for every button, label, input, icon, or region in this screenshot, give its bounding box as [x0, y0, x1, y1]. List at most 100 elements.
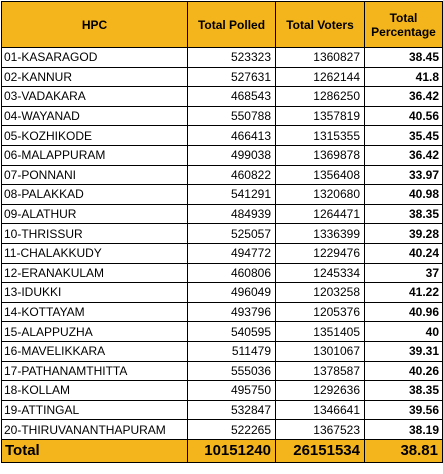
- cell-total-percentage: 40.24: [364, 242, 443, 264]
- cell-hpc: 06-MALAPPURAM: [1, 144, 188, 166]
- total-row: Total 10151240 26151534 38.81: [1, 438, 443, 463]
- cell-hpc: 15-ALAPPUZHA: [1, 321, 188, 342]
- cell-total-polled: 541291: [187, 184, 276, 205]
- cell-total-voters: 1292636: [275, 380, 365, 401]
- cell-total-voters: 1320680: [275, 184, 365, 205]
- cell-total-percentage: 35.45: [364, 125, 443, 146]
- cell-total-polled: 460822: [187, 164, 276, 186]
- cell-total-polled: 460806: [187, 262, 276, 284]
- table-row: 02-KANNUR 527631 1262144 41.8: [1, 66, 443, 88]
- cell-hpc: 14-KOTTAYAM: [1, 301, 188, 323]
- table-row: 08-PALAKKAD 541291 1320680 40.98: [1, 184, 443, 205]
- cell-total-percentage: 40: [364, 321, 443, 342]
- cell-hpc: 01-KASARAGOD: [1, 47, 188, 68]
- header-total-voters: Total Voters: [275, 1, 365, 48]
- cell-total-percentage: 40.56: [364, 105, 443, 127]
- cell-total-voters: 1357819: [275, 105, 365, 127]
- table-row: 11-CHALAKKUDY 494772 1229476 40.24: [1, 242, 443, 264]
- table-row: 05-KOZHIKODE 466413 1315355 35.45: [1, 125, 443, 146]
- table-row: 13-IDUKKI 496049 1203258 41.22: [1, 282, 443, 303]
- total-label: Total: [1, 438, 188, 463]
- cell-total-voters: 1264471: [275, 203, 365, 225]
- cell-total-voters: 1301067: [275, 340, 365, 362]
- table-row: 10-THRISSUR 525057 1336399 39.28: [1, 223, 443, 244]
- cell-total-polled: 496049: [187, 282, 276, 303]
- header-total-percentage: Total Percentage: [364, 1, 443, 48]
- table-body: 01-KASARAGOD 523323 1360827 38.45 02-KANNUR 5…: [1, 47, 443, 440]
- cell-total-voters: 1336399: [275, 223, 365, 244]
- cell-total-voters: 1346641: [275, 399, 365, 421]
- cell-hpc: 20-THIRUVANANTHAPURAM: [1, 419, 188, 440]
- total-polled: 10151240: [187, 438, 276, 463]
- cell-total-polled: 522265: [187, 419, 276, 440]
- cell-total-voters: 1367523: [275, 419, 365, 440]
- cell-total-voters: 1205376: [275, 301, 365, 323]
- total-percentage: 38.81: [364, 438, 443, 463]
- cell-hpc: 11-CHALAKKUDY: [1, 242, 188, 264]
- cell-total-percentage: 41.22: [364, 282, 443, 303]
- cell-total-polled: 468543: [187, 86, 276, 107]
- cell-total-percentage: 39.28: [364, 223, 443, 244]
- cell-hpc: 18-KOLLAM: [1, 380, 188, 401]
- cell-total-percentage: 38.45: [364, 47, 443, 68]
- cell-hpc: 19-ATTINGAL: [1, 399, 188, 421]
- cell-total-polled: 484939: [187, 203, 276, 225]
- cell-total-polled: 494772: [187, 242, 276, 264]
- cell-total-percentage: 39.31: [364, 340, 443, 362]
- cell-total-percentage: 33.97: [364, 164, 443, 186]
- cell-total-percentage: 40.26: [364, 360, 443, 382]
- cell-total-polled: 555036: [187, 360, 276, 382]
- cell-hpc: 08-PALAKKAD: [1, 184, 188, 205]
- cell-hpc: 07-PONNANI: [1, 164, 188, 186]
- header-hpc: HPC: [1, 1, 188, 48]
- cell-total-percentage: 38.35: [364, 380, 443, 401]
- cell-total-voters: 1262144: [275, 66, 365, 88]
- cell-total-percentage: 38.19: [364, 419, 443, 440]
- table-row: 03-VADAKARA 468543 1286250 36.42: [1, 86, 443, 107]
- cell-total-voters: 1356408: [275, 164, 365, 186]
- cell-total-polled: 525057: [187, 223, 276, 244]
- cell-total-percentage: 39.56: [364, 399, 443, 421]
- cell-total-voters: 1203258: [275, 282, 365, 303]
- cell-total-percentage: 40.98: [364, 184, 443, 205]
- cell-total-polled: 540595: [187, 321, 276, 342]
- table-row: 12-ERANAKULAM 460806 1245334 37: [1, 262, 443, 284]
- cell-total-polled: 532847: [187, 399, 276, 421]
- cell-total-voters: 1229476: [275, 242, 365, 264]
- cell-total-voters: 1369878: [275, 144, 365, 166]
- cell-hpc: 12-ERANAKULAM: [1, 262, 188, 284]
- cell-total-polled: 466413: [187, 125, 276, 146]
- table-row: 01-KASARAGOD 523323 1360827 38.45: [1, 47, 443, 68]
- cell-total-voters: 1360827: [275, 47, 365, 68]
- turnout-table: HPC Total Polled Total Voters Total Perc…: [1, 1, 443, 463]
- total-voters: 26151534: [275, 438, 365, 463]
- table-row: 18-KOLLAM 495750 1292636 38.35: [1, 380, 443, 401]
- cell-total-voters: 1286250: [275, 86, 365, 107]
- cell-total-voters: 1351405: [275, 321, 365, 342]
- table-row: 09-ALATHUR 484939 1264471 38.35: [1, 203, 443, 225]
- cell-total-polled: 511479: [187, 340, 276, 362]
- table-row: 04-WAYANAD 550788 1357819 40.56: [1, 105, 443, 127]
- table-row: 17-PATHANAMTHITTA 555036 1378587 40.26: [1, 360, 443, 382]
- table-row: 16-MAVELIKKARA 511479 1301067 39.31: [1, 340, 443, 362]
- header-row: HPC Total Polled Total Voters Total Perc…: [1, 1, 443, 48]
- cell-total-percentage: 36.42: [364, 144, 443, 166]
- cell-total-voters: 1315355: [275, 125, 365, 146]
- table-row: 15-ALAPPUZHA 540595 1351405 40: [1, 321, 443, 342]
- cell-hpc: 17-PATHANAMTHITTA: [1, 360, 188, 382]
- table-row: 14-KOTTAYAM 493796 1205376 40.96: [1, 301, 443, 323]
- cell-hpc: 09-ALATHUR: [1, 203, 188, 225]
- header-total-polled: Total Polled: [187, 1, 276, 48]
- cell-hpc: 05-KOZHIKODE: [1, 125, 188, 146]
- cell-total-polled: 523323: [187, 47, 276, 68]
- cell-total-percentage: 38.35: [364, 203, 443, 225]
- cell-hpc: 13-IDUKKI: [1, 282, 188, 303]
- cell-total-polled: 527631: [187, 66, 276, 88]
- cell-total-percentage: 36.42: [364, 86, 443, 107]
- cell-total-voters: 1378587: [275, 360, 365, 382]
- cell-hpc: 02-KANNUR: [1, 66, 188, 88]
- table-row: 06-MALAPPURAM 499038 1369878 36.42: [1, 144, 443, 166]
- cell-total-polled: 495750: [187, 380, 276, 401]
- cell-total-polled: 499038: [187, 144, 276, 166]
- cell-hpc: 10-THRISSUR: [1, 223, 188, 244]
